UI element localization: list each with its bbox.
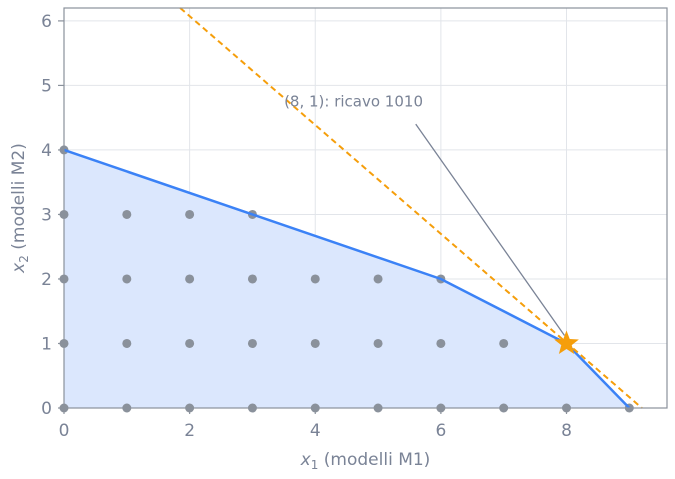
integer-point	[122, 338, 132, 348]
plot-frame	[63, 7, 668, 409]
x-ticks: 0 2 4 6 8	[59, 408, 572, 441]
integer-point	[122, 209, 132, 219]
integer-point	[310, 338, 320, 348]
x-tick-label: 2	[184, 421, 195, 441]
x-tick-label: 6	[435, 421, 446, 441]
y-tick-label: 5	[41, 76, 52, 96]
y-ticks: 0 1 2 3 4 5 6	[41, 12, 64, 419]
integer-point	[373, 338, 383, 348]
integer-point	[310, 274, 320, 284]
optimum-star	[554, 330, 579, 354]
y-tick-label: 4	[41, 141, 52, 161]
objective-line	[179, 7, 643, 409]
annotation-arrow	[415, 123, 566, 336]
constraint-boundary	[63, 148, 631, 409]
y-axis-label: x2 (modelli M2)	[9, 143, 31, 274]
integer-point	[373, 274, 383, 284]
integer-point	[499, 338, 509, 348]
x-axis-label: x1 (modelli M1)	[300, 450, 431, 472]
integer-point	[185, 209, 195, 219]
integer-point	[436, 338, 446, 348]
y-tick-label: 1	[41, 334, 52, 354]
integer-point	[185, 274, 195, 284]
y-tick-label: 2	[41, 270, 52, 290]
x-tick-label: 4	[310, 421, 321, 441]
y-tick-label: 6	[41, 12, 52, 32]
x-tick-label: 8	[561, 421, 572, 441]
integer-point	[122, 274, 132, 284]
optimum-annotation: (8, 1): ricavo 1010	[284, 93, 423, 111]
feasible-region	[64, 149, 630, 408]
y-tick-label: 3	[41, 205, 52, 225]
y-tick-label: 0	[41, 399, 52, 419]
integer-point	[247, 274, 257, 284]
integer-point	[247, 338, 257, 348]
x-tick-label: 0	[59, 421, 70, 441]
integer-point	[185, 338, 195, 348]
